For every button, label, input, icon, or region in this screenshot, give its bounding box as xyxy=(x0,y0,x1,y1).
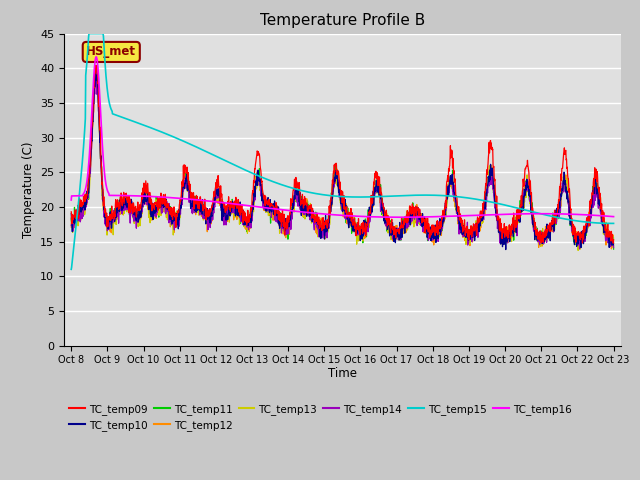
TC_temp16 xyxy=(92,54,100,60)
TC_temp14 xyxy=(67,223,75,228)
TC_temp11 xyxy=(309,214,317,219)
TC_temp09 xyxy=(109,210,117,216)
TC_temp14 xyxy=(576,246,584,252)
TC_temp15 xyxy=(132,119,140,125)
TC_temp09 xyxy=(92,62,99,68)
TC_temp16 xyxy=(298,209,305,215)
TC_temp16 xyxy=(610,214,618,219)
TC_temp10 xyxy=(298,197,305,203)
TC_temp13 xyxy=(319,233,326,239)
Text: HS_met: HS_met xyxy=(86,46,136,59)
TC_temp15 xyxy=(610,220,618,226)
TC_temp15 xyxy=(109,111,117,117)
Line: TC_temp15: TC_temp15 xyxy=(71,34,614,269)
TC_temp14 xyxy=(298,208,305,214)
TC_temp13 xyxy=(574,248,582,253)
TC_temp11 xyxy=(92,70,99,76)
TC_temp11 xyxy=(298,207,305,213)
TC_temp12 xyxy=(610,242,618,248)
TC_temp10 xyxy=(67,211,75,216)
TC_temp10 xyxy=(610,240,618,246)
Line: TC_temp11: TC_temp11 xyxy=(71,73,614,249)
TC_temp10 xyxy=(109,215,117,220)
TC_temp10 xyxy=(132,216,140,222)
TC_temp15 xyxy=(319,192,326,198)
TC_temp16 xyxy=(397,215,404,220)
TC_temp09 xyxy=(319,224,326,230)
TC_temp16 xyxy=(67,197,75,203)
Line: TC_temp09: TC_temp09 xyxy=(71,65,614,243)
TC_temp13 xyxy=(298,209,305,215)
TC_temp14 xyxy=(132,214,140,220)
TC_temp12 xyxy=(109,216,117,222)
TC_temp16 xyxy=(109,192,117,198)
Title: Temperature Profile B: Temperature Profile B xyxy=(260,13,425,28)
TC_temp12 xyxy=(607,246,615,252)
Legend: TC_temp09, TC_temp10, TC_temp11, TC_temp12, TC_temp13, TC_temp14, TC_temp15, TC_: TC_temp09, TC_temp10, TC_temp11, TC_temp… xyxy=(69,404,572,431)
TC_temp16 xyxy=(132,193,140,199)
TC_temp16 xyxy=(376,214,384,220)
TC_temp10 xyxy=(376,191,384,196)
Line: TC_temp16: TC_temp16 xyxy=(71,57,614,217)
TC_temp14 xyxy=(109,207,117,213)
X-axis label: Time: Time xyxy=(328,367,357,380)
TC_temp09 xyxy=(309,212,317,217)
Y-axis label: Temperature (C): Temperature (C) xyxy=(22,141,35,238)
TC_temp12 xyxy=(309,217,317,223)
TC_temp16 xyxy=(319,211,326,217)
Line: TC_temp14: TC_temp14 xyxy=(71,69,614,249)
TC_temp09 xyxy=(610,237,618,242)
TC_temp09 xyxy=(132,204,140,209)
TC_temp12 xyxy=(92,68,100,73)
TC_temp13 xyxy=(610,235,618,241)
TC_temp13 xyxy=(67,215,75,221)
TC_temp12 xyxy=(319,228,326,233)
Line: TC_temp12: TC_temp12 xyxy=(71,71,614,249)
TC_temp09 xyxy=(376,192,384,197)
TC_temp12 xyxy=(132,216,140,222)
TC_temp14 xyxy=(376,200,384,205)
TC_temp13 xyxy=(132,217,140,223)
TC_temp09 xyxy=(298,201,305,206)
TC_temp10 xyxy=(92,68,99,73)
TC_temp13 xyxy=(309,216,317,222)
TC_temp11 xyxy=(67,216,75,222)
TC_temp11 xyxy=(610,246,618,252)
TC_temp15 xyxy=(309,190,317,196)
TC_temp10 xyxy=(309,214,317,220)
TC_temp13 xyxy=(376,194,384,200)
TC_temp13 xyxy=(92,70,100,75)
TC_temp14 xyxy=(610,245,618,251)
TC_temp15 xyxy=(376,194,384,200)
TC_temp10 xyxy=(502,247,509,252)
TC_temp11 xyxy=(376,193,384,199)
TC_temp13 xyxy=(109,220,117,226)
TC_temp15 xyxy=(67,266,75,272)
TC_temp16 xyxy=(309,210,317,216)
TC_temp11 xyxy=(109,210,117,216)
TC_temp09 xyxy=(609,240,617,246)
Line: TC_temp10: TC_temp10 xyxy=(71,71,614,250)
TC_temp12 xyxy=(298,200,305,206)
TC_temp12 xyxy=(67,224,75,230)
TC_temp09 xyxy=(67,209,75,215)
TC_temp12 xyxy=(376,195,384,201)
Line: TC_temp13: TC_temp13 xyxy=(71,72,614,251)
TC_temp15 xyxy=(298,188,305,193)
TC_temp11 xyxy=(132,217,140,223)
TC_temp14 xyxy=(92,66,100,72)
TC_temp11 xyxy=(319,231,326,237)
TC_temp14 xyxy=(309,216,317,222)
TC_temp15 xyxy=(85,31,93,36)
TC_temp10 xyxy=(319,228,326,233)
TC_temp14 xyxy=(319,235,326,240)
